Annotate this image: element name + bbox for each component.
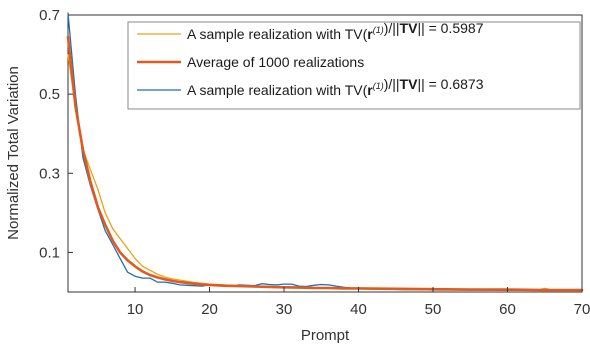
legend-text-part: || = 0.5987 [417, 20, 483, 36]
series-layer [66, 12, 584, 292]
legend-label-3: A sample realization with TV(r(1))/||TV|… [187, 76, 484, 98]
y-axis-title: Normalized Total Variation [5, 66, 22, 240]
x-tick-label: 60 [499, 301, 516, 318]
series-line-2 [66, 35, 584, 292]
x-tick-label: 70 [574, 301, 590, 318]
legend-text-part: )/|| [384, 20, 400, 36]
y-tick-label: 0.3 [39, 165, 60, 182]
plot-frame [67, 14, 583, 293]
y-tick-label: 0.7 [39, 7, 60, 24]
x-tick-label: 50 [425, 301, 442, 318]
legend-label-1: A sample realization with TV(r(1))/||TV|… [187, 20, 484, 42]
legend-text-part: r [367, 26, 373, 42]
legend-text-part: || = 0.6873 [417, 76, 483, 92]
plot-area [66, 12, 584, 293]
y-tick-label: 0.5 [39, 86, 60, 103]
x-tick-label: 40 [350, 301, 367, 318]
x-tick-label: 10 [127, 301, 144, 318]
legend-text-part: A sample realization with TV( [187, 82, 368, 98]
legend-text-part: TV [400, 76, 419, 92]
y-tick-label: 0.1 [39, 244, 60, 261]
y-axis-ticks: 0.1 0.3 0.5 0.7 [39, 7, 73, 261]
legend-label-2: Average of 1000 realizations [187, 54, 364, 70]
x-tick-label: 30 [276, 301, 293, 318]
legend-box [127, 21, 581, 110]
legend-text-part: (1) [373, 81, 384, 91]
legend-text-part: (1) [373, 25, 384, 35]
legend-text-part: r [367, 82, 373, 98]
legend-text-part: Average of 1000 realizations [187, 54, 364, 70]
x-axis-ticks: 10 20 30 40 50 60 70 [127, 287, 590, 318]
x-axis-title: Prompt [301, 327, 350, 344]
legend-text-part: A sample realization with TV( [187, 26, 368, 42]
legend-text-part: TV [400, 20, 419, 36]
legend: A sample realization with TV(r(1))/||TV|… [127, 20, 581, 110]
x-tick-label: 20 [201, 301, 218, 318]
legend-text-part: )/|| [384, 76, 400, 92]
